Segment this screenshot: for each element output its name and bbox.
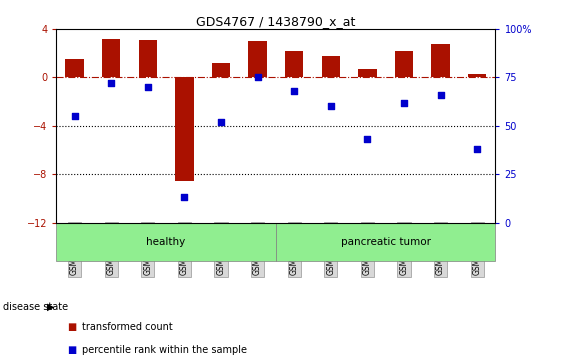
Point <box>107 80 116 86</box>
Bar <box>65 59 84 77</box>
Point <box>326 103 335 109</box>
Text: percentile rank within the sample: percentile rank within the sample <box>82 345 247 355</box>
Point <box>363 136 372 142</box>
Point <box>472 146 481 152</box>
Text: healthy: healthy <box>146 237 186 247</box>
Bar <box>212 63 230 77</box>
Bar <box>395 51 413 77</box>
Text: ■: ■ <box>68 322 80 332</box>
Bar <box>468 74 486 77</box>
Bar <box>321 56 340 77</box>
Text: disease state: disease state <box>3 302 68 312</box>
Bar <box>431 44 450 77</box>
Point <box>436 92 445 98</box>
Bar <box>102 39 120 77</box>
Bar <box>56 223 276 261</box>
Point <box>216 119 225 125</box>
Text: transformed count: transformed count <box>82 322 172 332</box>
Text: ■: ■ <box>68 345 80 355</box>
Point <box>290 88 299 94</box>
Point <box>400 100 409 106</box>
Text: pancreatic tumor: pancreatic tumor <box>341 237 431 247</box>
Point <box>143 84 152 90</box>
Text: ▶: ▶ <box>47 302 54 312</box>
Bar <box>276 223 495 261</box>
Title: GDS4767 / 1438790_x_at: GDS4767 / 1438790_x_at <box>196 15 356 28</box>
Bar <box>248 41 267 77</box>
Bar <box>138 40 157 77</box>
Point <box>70 113 79 119</box>
Point <box>180 195 189 200</box>
Bar <box>285 51 303 77</box>
Point <box>253 74 262 80</box>
Bar <box>358 69 377 77</box>
Bar <box>175 77 194 182</box>
